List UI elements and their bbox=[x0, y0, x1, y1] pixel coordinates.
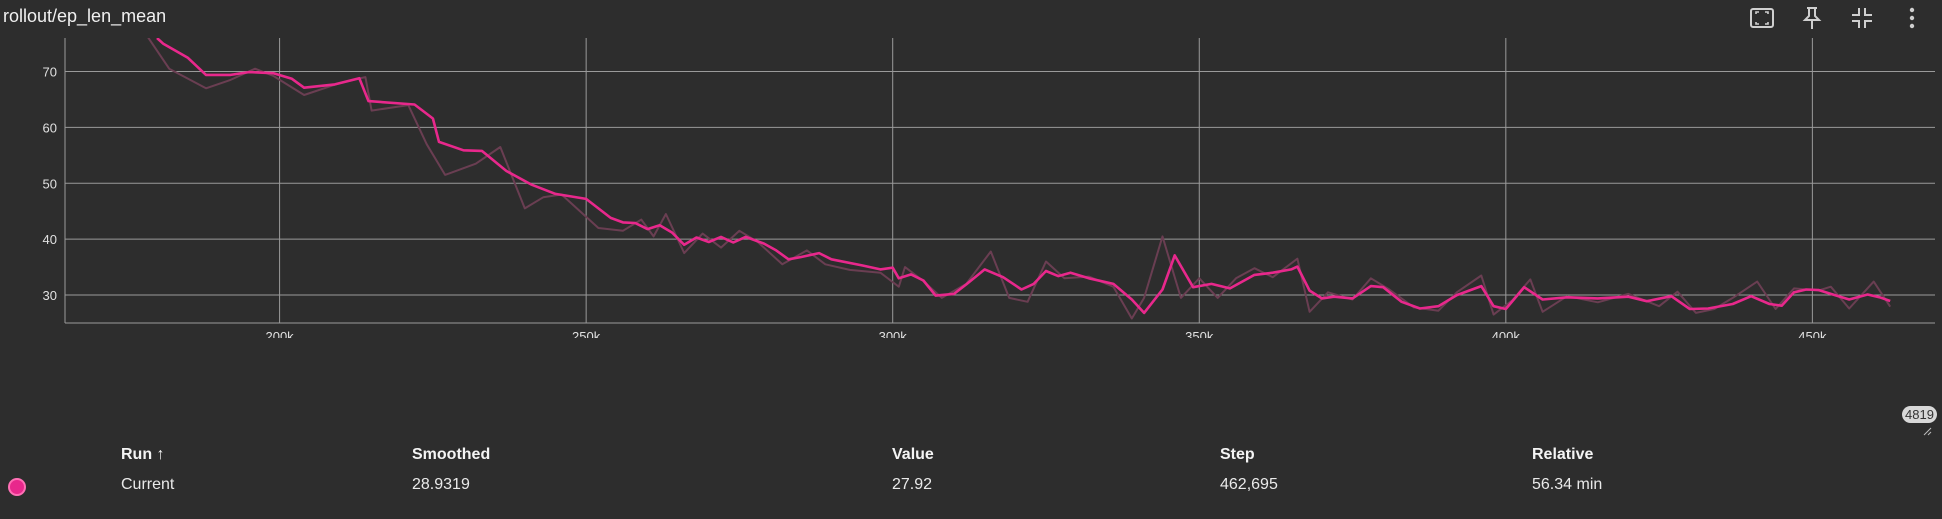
collapse-button[interactable] bbox=[1844, 2, 1880, 34]
smoothed-series-line bbox=[156, 38, 1891, 315]
x-tick-label: 350k bbox=[1185, 329, 1214, 338]
run-color-dot[interactable] bbox=[8, 478, 26, 496]
x-tick-label: 250k bbox=[572, 329, 601, 338]
raw-series-line bbox=[147, 38, 1892, 320]
fit-domain-icon bbox=[1750, 8, 1774, 28]
fit-domain-button[interactable] bbox=[1744, 2, 1780, 34]
row-value: 27.92 bbox=[892, 476, 933, 493]
row-relative: 56.34 min bbox=[1532, 476, 1603, 493]
y-tick-label: 60 bbox=[43, 120, 57, 135]
line-chart[interactable]: 30 40 50 60 70 200k 250k 300k 350k 400k 450k bbox=[0, 38, 1942, 338]
header-smoothed: Smoothed bbox=[412, 446, 491, 463]
y-tick-label: 50 bbox=[43, 176, 57, 191]
collapse-icon bbox=[1852, 8, 1872, 28]
row-run: Current bbox=[121, 476, 175, 493]
header-step: Step bbox=[1220, 446, 1255, 463]
chart-series bbox=[147, 38, 1892, 320]
header-run[interactable]: Run ↑ bbox=[121, 446, 165, 463]
row-smoothed: 28.9319 bbox=[412, 476, 470, 493]
more-options-button[interactable] bbox=[1894, 2, 1930, 34]
pin-icon bbox=[1802, 7, 1822, 29]
x-axis-labels: 200k 250k 300k 350k 400k 450k bbox=[265, 329, 1826, 338]
y-tick-label: 30 bbox=[43, 288, 57, 303]
chart-toolbar bbox=[1744, 2, 1930, 34]
header-value: Value bbox=[892, 446, 934, 463]
x-tick-label: 200k bbox=[265, 329, 294, 338]
chart-grid bbox=[64, 38, 1935, 324]
step-badge: 4819 bbox=[1902, 406, 1937, 423]
x-tick-label: 300k bbox=[879, 329, 908, 338]
y-tick-label: 40 bbox=[43, 232, 57, 247]
x-tick-label: 400k bbox=[1492, 329, 1521, 338]
more-vert-icon bbox=[1909, 7, 1915, 29]
x-tick-label: 450k bbox=[1798, 329, 1827, 338]
pin-button[interactable] bbox=[1794, 2, 1830, 34]
header-relative: Relative bbox=[1532, 446, 1594, 463]
resize-handle-icon[interactable] bbox=[1922, 426, 1932, 436]
chart-title: rollout/ep_len_mean bbox=[3, 6, 167, 26]
row-step: 462,695 bbox=[1220, 476, 1278, 493]
y-axis-labels: 30 40 50 60 70 bbox=[43, 65, 57, 304]
y-tick-label: 70 bbox=[43, 65, 57, 80]
